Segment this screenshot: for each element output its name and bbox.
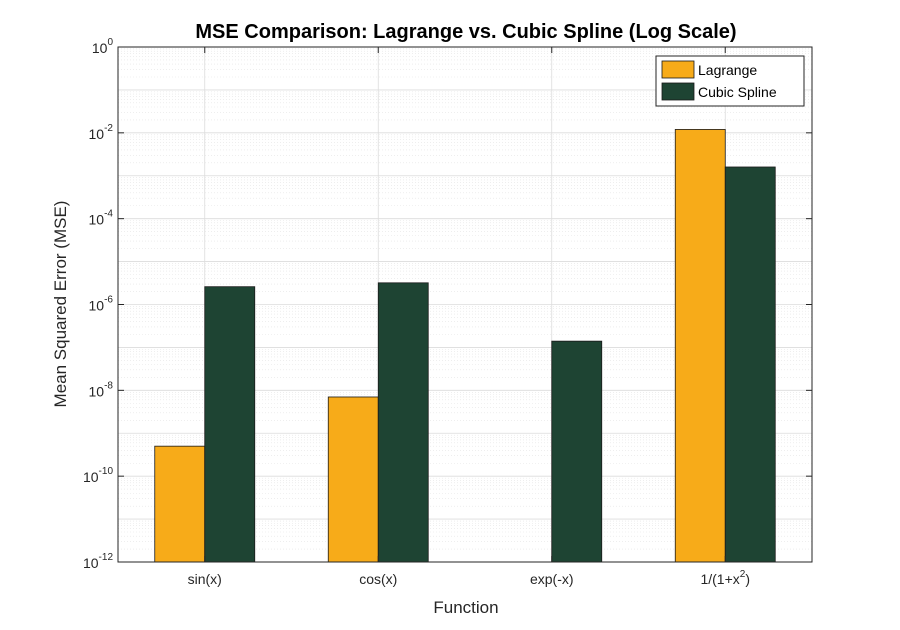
y-tick-label: 10-6	[89, 295, 114, 314]
y-tick-label: 10-12	[83, 552, 113, 571]
x-tick-label: sin(x)	[188, 571, 222, 587]
bar-lagrange-3	[674, 129, 726, 563]
legend-swatch	[661, 60, 695, 79]
bar-cubic-spline-0	[204, 286, 256, 563]
chart-title: MSE Comparison: Lagrange vs. Cubic Splin…	[195, 21, 736, 43]
legend-label: Lagrange	[698, 62, 757, 78]
y-tick-label: 10-8	[89, 380, 114, 399]
x-axis-label: Function	[433, 598, 498, 617]
bars-layer	[154, 129, 776, 563]
x-tick-label: exp(-x)	[530, 571, 574, 587]
legend-swatch	[661, 82, 695, 101]
y-tick-label: 100	[92, 37, 114, 56]
y-tick-label: 10-4	[89, 209, 114, 228]
bar-lagrange-1	[327, 396, 379, 563]
bar-cubic-spline-1	[377, 282, 429, 563]
y-tick-label: 10-2	[89, 123, 114, 142]
legend-label: Cubic Spline	[698, 84, 777, 100]
bar-cubic-spline-3	[724, 166, 776, 563]
legend: Lagrange Cubic Spline	[655, 55, 805, 107]
bar-cubic-spline-2	[551, 340, 603, 563]
x-tick-label: 1/(1+x2)	[700, 569, 750, 587]
x-tick-label: cos(x)	[359, 571, 397, 587]
y-axis-label: Mean Squared Error (MSE)	[51, 201, 70, 408]
axes-layer: 10-12 10-10 10-8 10-6 10-4 10-2 100 sin(x) cos(x…	[83, 37, 813, 587]
y-tick-label: 10-10	[83, 466, 113, 485]
bar-lagrange-0	[154, 445, 206, 563]
